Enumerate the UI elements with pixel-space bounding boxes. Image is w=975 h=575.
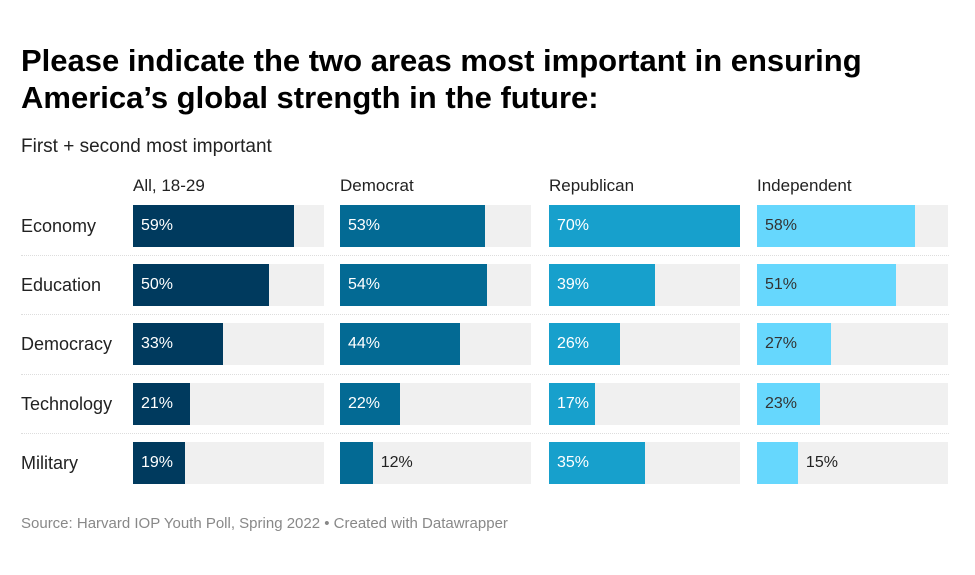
column-header: Democrat — [340, 176, 414, 195]
bar — [757, 205, 916, 247]
value-label: 35% — [557, 453, 590, 471]
chart-subtitle: First + second most important — [21, 136, 272, 157]
row-label: Education — [21, 275, 102, 296]
bar — [133, 323, 224, 366]
bar-track: 70% — [549, 205, 740, 247]
bar — [757, 323, 831, 366]
bar — [340, 382, 401, 425]
value-label: 26% — [557, 335, 590, 353]
bar-track: 54% — [340, 264, 531, 307]
bar — [549, 264, 656, 307]
row-label: Economy — [21, 216, 97, 236]
bar-track: 35% — [549, 441, 740, 484]
value-label: 50% — [141, 276, 174, 294]
bar — [133, 205, 294, 247]
bar — [549, 382, 596, 425]
value-label: 21% — [141, 394, 174, 412]
bar-track: 50% — [133, 264, 324, 307]
bar-track: 33% — [133, 323, 324, 366]
bar — [340, 205, 485, 247]
bar — [549, 441, 645, 484]
value-label: 58% — [765, 217, 798, 234]
bar-track: 17% — [549, 382, 740, 425]
value-label: 12% — [380, 453, 413, 471]
value-label: 59% — [141, 217, 174, 234]
value-label: 15% — [805, 453, 838, 471]
row-label: Technology — [21, 393, 113, 414]
value-label: 19% — [141, 453, 174, 471]
bar — [340, 441, 373, 484]
row-label: Military — [21, 452, 78, 473]
bar — [757, 264, 897, 307]
bar — [340, 323, 461, 366]
source-note: Source: Harvard IOP Youth Poll, Spring 2… — [21, 515, 508, 532]
value-label: 27% — [765, 335, 798, 353]
bar — [340, 264, 488, 307]
value-label: 17% — [557, 394, 590, 412]
value-label: 44% — [348, 335, 381, 353]
value-label: 70% — [557, 217, 590, 234]
bar-track: 26% — [549, 323, 740, 366]
column-header: All, 18-29 — [133, 176, 205, 195]
bar — [757, 382, 820, 425]
value-label: 23% — [765, 394, 798, 412]
row-separator — [21, 373, 949, 375]
bar-track: 12% — [340, 441, 531, 484]
column-header: Republican — [549, 176, 635, 195]
bar-track: 19% — [133, 441, 324, 484]
bar-track: 53% — [340, 205, 531, 247]
bar — [133, 441, 185, 484]
bar-track: 21% — [133, 382, 324, 425]
bar-track: 15% — [757, 441, 948, 484]
bar — [133, 382, 191, 425]
bar-track: 22% — [340, 382, 531, 425]
value-label: 22% — [348, 394, 381, 412]
bar-track: 27% — [757, 323, 948, 366]
bar-track: 51% — [757, 264, 948, 307]
bar-track: 23% — [757, 382, 948, 425]
bar — [757, 441, 798, 484]
bar — [133, 264, 270, 307]
value-label: 51% — [765, 276, 798, 294]
bar-track: 59% — [133, 205, 324, 247]
row-separator — [21, 432, 949, 434]
column-header: Independent — [757, 176, 852, 195]
bar-track: 58% — [757, 205, 948, 247]
chart-title: Please indicate the two areas most impor… — [21, 43, 862, 115]
bar-track: 39% — [549, 264, 740, 307]
row-separator — [21, 255, 949, 257]
value-label: 54% — [348, 276, 381, 294]
row-separator — [21, 314, 949, 316]
row-label: Democracy — [21, 334, 113, 355]
value-label: 53% — [348, 217, 381, 234]
bar — [549, 205, 740, 247]
value-label: 39% — [557, 276, 590, 294]
value-label: 33% — [141, 335, 174, 353]
bar — [549, 323, 620, 366]
bar-track: 44% — [340, 323, 531, 366]
